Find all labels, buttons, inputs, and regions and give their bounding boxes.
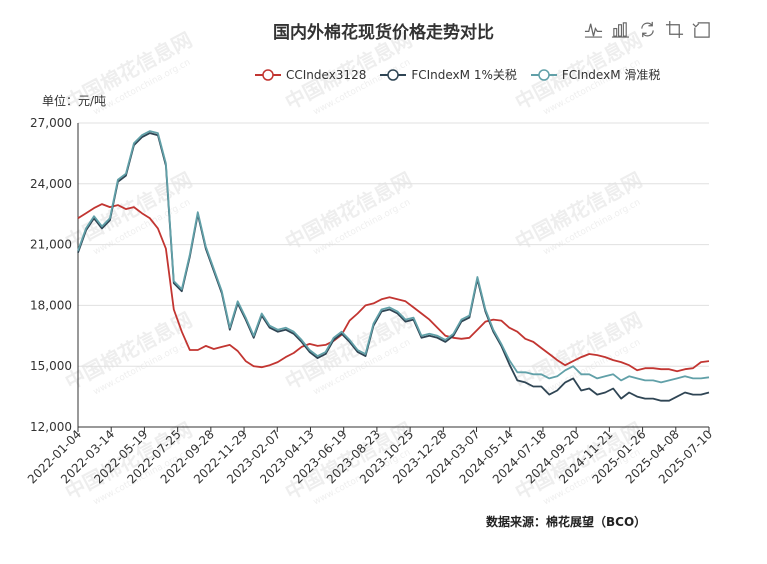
y-axis: 12,000 15,000 18,000 21,000 24,000 27,000 (30, 116, 79, 434)
data-source: 数据来源：棉花展望（BCO） (486, 515, 647, 529)
y-axis-unit: 单位：元/吨 (42, 94, 107, 108)
zoom-back-icon[interactable] (692, 20, 711, 39)
line-view-icon[interactable] (584, 20, 603, 39)
chart-title: 国内外棉花现货价格走势对比 (273, 23, 494, 43)
y-tick-label: 21,000 (30, 238, 72, 252)
y-tick-label: 24,000 (30, 177, 72, 191)
y-tick-label: 18,000 (30, 298, 72, 312)
series-line-0[interactable] (77, 203, 710, 373)
legend-label: CCIndex3128 (286, 67, 367, 82)
y-tick-label: 27,000 (30, 116, 72, 130)
y-tick-label: 15,000 (30, 359, 72, 373)
restore-icon[interactable] (638, 20, 657, 39)
series-line-2[interactable] (77, 130, 710, 384)
toolbox (584, 20, 711, 39)
legend-item-fcindex-sliding[interactable]: FCIndexM 滑准税 (530, 66, 661, 83)
bar-view-icon[interactable] (611, 20, 630, 39)
zoom-icon[interactable] (665, 20, 684, 39)
legend-label: FCIndexM 滑准税 (561, 68, 661, 82)
legend-marker-icon (255, 68, 281, 81)
legend-item-fcindex-1pct[interactable]: FCIndexM 1%关税 (380, 66, 517, 83)
y-tick-label: 12,000 (30, 420, 72, 434)
legend-marker-icon (530, 68, 557, 81)
legend: CCIndex3128 FCIndexM 1%关税 FCIndexM 滑准税 (255, 66, 660, 83)
legend-label: FCIndexM 1%关税 (411, 68, 517, 82)
legend-item-ccindex[interactable]: CCIndex3128 (255, 68, 366, 82)
series-lines (77, 130, 710, 402)
legend-marker-icon (380, 68, 407, 81)
